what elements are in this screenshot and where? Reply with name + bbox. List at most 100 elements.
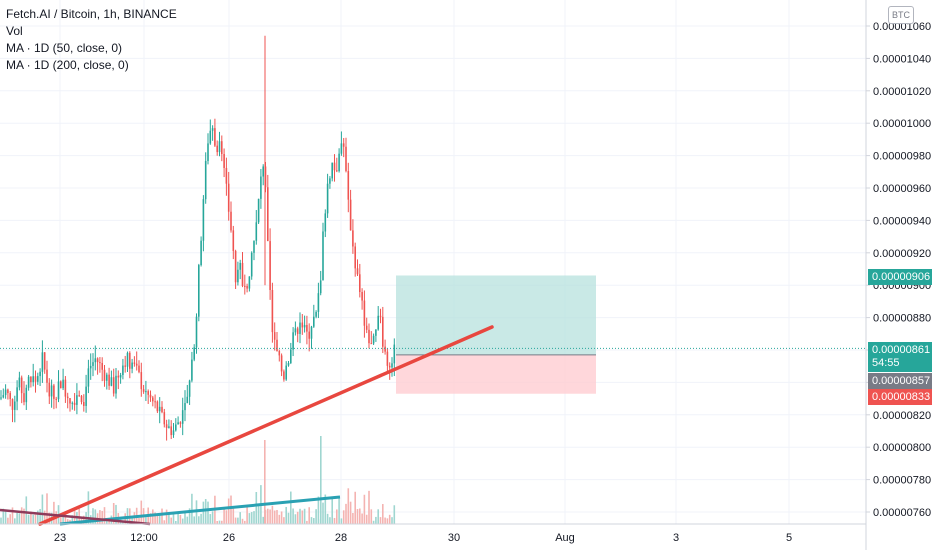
- candle-body: [124, 365, 126, 367]
- current-price-value: 0.00000861: [872, 344, 931, 356]
- volume-bar: [269, 509, 271, 524]
- candle-body: [359, 274, 361, 293]
- volume-bar: [313, 518, 315, 524]
- volume-bar: [177, 512, 179, 524]
- stop-zone[interactable]: [396, 354, 596, 394]
- volume-bar: [361, 513, 363, 524]
- volume-bar: [237, 517, 239, 524]
- candle-body: [239, 262, 241, 270]
- volume-bar: [310, 517, 313, 524]
- candle-body: [391, 363, 393, 368]
- trend-line[interactable]: [38, 325, 494, 526]
- candle-body: [276, 339, 278, 352]
- candle-body: [267, 187, 269, 242]
- candle-body: [145, 391, 147, 393]
- candle-body: [216, 145, 218, 153]
- volume-bar: [191, 493, 193, 524]
- candle-countdown: 54:55: [872, 357, 900, 369]
- volume-bar: [246, 507, 248, 524]
- volume-bar: [149, 513, 152, 524]
- volume-bar: [175, 520, 177, 524]
- volume-legend[interactable]: Vol: [6, 24, 23, 38]
- current-price-tag: 0.00000861 54:55: [868, 342, 932, 372]
- volume-bar: [294, 514, 297, 524]
- candle-body: [89, 365, 92, 369]
- volume-bar: [227, 498, 230, 524]
- candle-body: [349, 199, 352, 231]
- volume-bar: [207, 501, 209, 524]
- candle-body: [179, 422, 182, 424]
- price-tick-label: 0.00001040: [873, 53, 931, 65]
- candle-body: [204, 161, 207, 200]
- volume-bar: [248, 513, 251, 524]
- entry-price-tag: 0.00000857: [868, 373, 932, 389]
- volume-bar: [106, 518, 108, 524]
- candle-body: [175, 424, 177, 431]
- volume-bar: [138, 518, 140, 524]
- symbol-title[interactable]: Fetch.AI / Bitcoin, 1h, BINANCE: [6, 7, 177, 21]
- time-tick-label: 30: [448, 532, 460, 544]
- volume-bar: [324, 494, 327, 524]
- long-position-tool[interactable]: [396, 275, 596, 394]
- price-tick-label: 0.00001020: [873, 86, 931, 98]
- drawing-lines[interactable]: [0, 325, 866, 526]
- volume-bar: [379, 517, 382, 524]
- candle-body: [14, 401, 16, 410]
- candle-body: [278, 351, 281, 356]
- candle-body: [66, 396, 69, 399]
- candle-body: [211, 128, 214, 131]
- candle-body: [94, 358, 97, 363]
- candle-body: [248, 276, 251, 289]
- candle-body: [168, 426, 170, 428]
- price-tick-label: 0.00001060: [873, 21, 931, 33]
- volume-bar: [299, 508, 301, 524]
- candle-body: [78, 395, 80, 397]
- volume-bar: [152, 509, 154, 524]
- volume-bar: [384, 517, 386, 524]
- volume-bar: [264, 440, 266, 524]
- candle-body: [292, 332, 294, 350]
- candle-body: [76, 395, 78, 405]
- volume-bar: [71, 515, 74, 524]
- volume-bar: [32, 514, 34, 524]
- volume-bar: [267, 508, 269, 524]
- volume-bar: [60, 513, 62, 524]
- price-tick-label: 0.00000980: [873, 151, 931, 163]
- candle-body: [83, 401, 85, 406]
- currency-badge[interactable]: BTC: [888, 6, 914, 24]
- volume-bar: [186, 516, 189, 524]
- candle-body: [315, 311, 317, 317]
- volume-bar: [209, 514, 212, 524]
- volume-bar: [244, 520, 246, 524]
- volume-bar: [163, 520, 166, 524]
- volume-bar: [296, 511, 299, 524]
- ma200-legend[interactable]: MA · 1D (200, close, 0): [6, 58, 129, 72]
- volume-bar: [87, 491, 90, 524]
- volume-bar: [285, 506, 287, 524]
- target-zone[interactable]: [396, 275, 596, 355]
- volume-bar: [64, 511, 67, 524]
- volume-bar: [11, 507, 14, 524]
- candle-body: [32, 376, 34, 383]
- volume-bar: [377, 509, 379, 524]
- volume-bar: [80, 516, 83, 524]
- volume-bar: [340, 518, 343, 524]
- candle-body: [108, 374, 110, 386]
- ma50-legend[interactable]: MA · 1D (50, close, 0): [6, 41, 123, 55]
- candle-body: [43, 352, 46, 370]
- candle-body: [27, 376, 30, 388]
- volume-bar: [83, 515, 85, 524]
- volume-bar: [386, 518, 389, 524]
- volume-bar: [158, 514, 161, 524]
- volume-bar: [234, 517, 237, 524]
- volume-bar: [43, 510, 46, 524]
- candle-body: [101, 363, 103, 370]
- volume-bar: [131, 517, 133, 524]
- candle-body: [135, 363, 138, 366]
- volume-bar: [230, 495, 232, 524]
- candle-body: [9, 393, 11, 400]
- volume-bar: [338, 496, 340, 524]
- candle-body: [347, 171, 350, 200]
- candle-body: [163, 412, 166, 425]
